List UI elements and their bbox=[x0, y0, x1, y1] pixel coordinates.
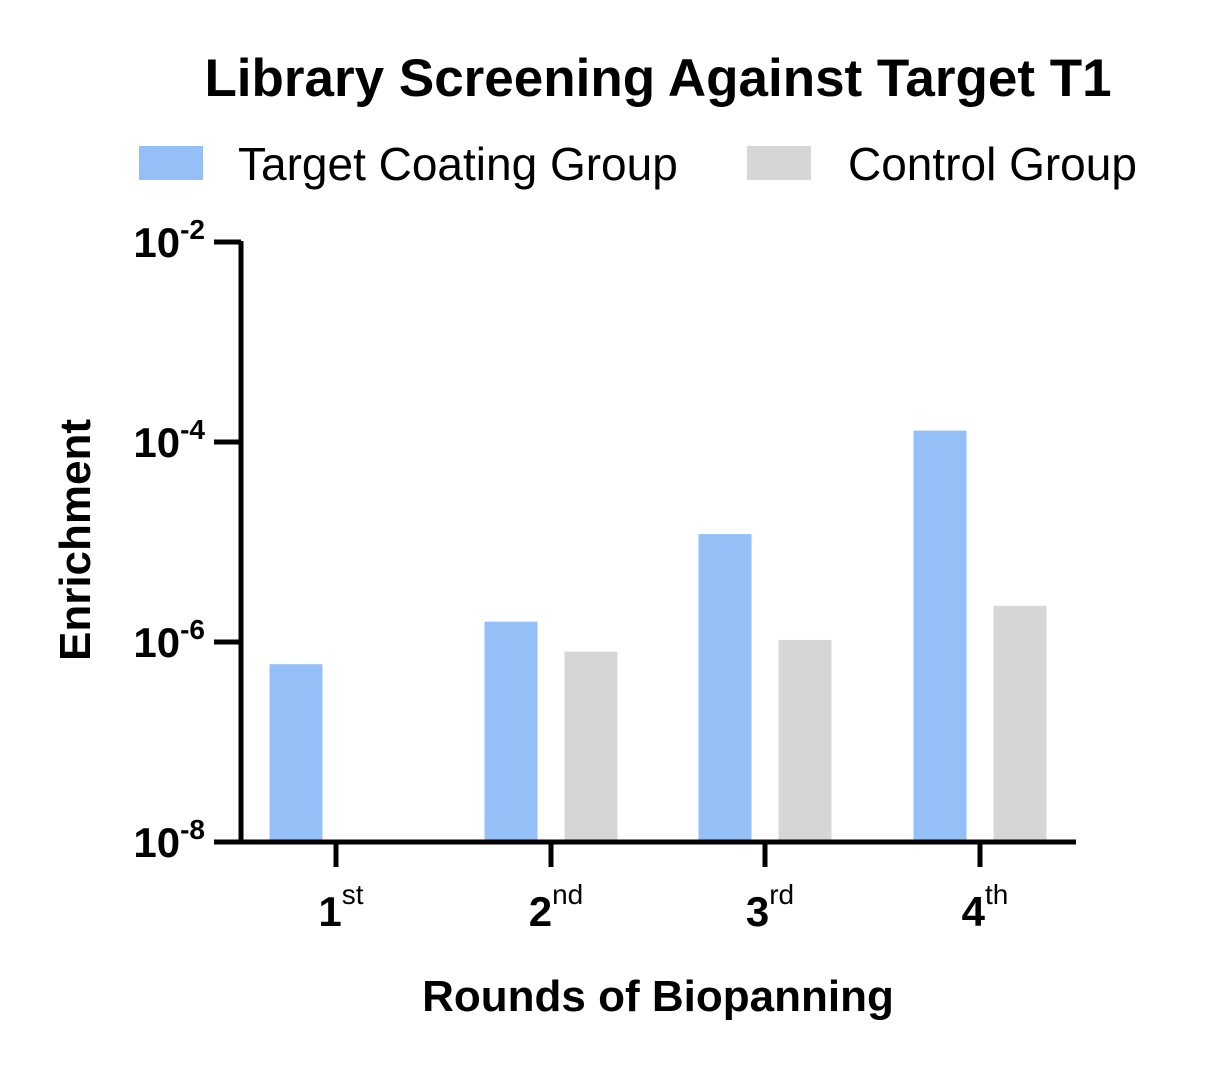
x-tick-base: 1 bbox=[318, 888, 341, 935]
y-tick-labels: 10-210-410-610-8 bbox=[133, 214, 205, 866]
x-tick-label: 3rd bbox=[746, 879, 794, 935]
y-tick-exponent: -6 bbox=[180, 614, 205, 645]
bar-target-coating-group-2 bbox=[484, 621, 538, 842]
legend-label-target-coating: Target Coating Group bbox=[238, 138, 678, 190]
bar-control-group-4 bbox=[993, 605, 1047, 842]
bar-control-group-3 bbox=[778, 639, 832, 842]
y-tick-exponent: -4 bbox=[180, 414, 205, 445]
x-tick-ordinal-suffix: nd bbox=[552, 879, 583, 910]
y-tick-base: 10 bbox=[133, 819, 180, 866]
y-tick-label: 10-4 bbox=[133, 414, 205, 466]
x-tick-label: 4th bbox=[962, 879, 1009, 935]
x-tick-ordinal-suffix: st bbox=[342, 879, 364, 910]
y-tick-exponent: -2 bbox=[180, 214, 205, 245]
y-tick-base: 10 bbox=[133, 219, 180, 266]
y-tick-label: 10-8 bbox=[133, 814, 205, 866]
x-tick-base: 4 bbox=[962, 888, 986, 935]
legend-swatch-control bbox=[747, 146, 811, 180]
x-axis-label: Rounds of Biopanning bbox=[422, 972, 894, 1021]
x-tick-ordinal-suffix: th bbox=[985, 879, 1008, 910]
bar-target-coating-group-3 bbox=[698, 534, 752, 842]
bars bbox=[269, 430, 1047, 842]
bar-target-coating-group-1 bbox=[269, 664, 323, 842]
y-tick-label: 10-2 bbox=[133, 214, 205, 266]
legend-label-control: Control Group bbox=[848, 138, 1137, 190]
x-tick-base: 2 bbox=[529, 888, 552, 935]
axes bbox=[214, 239, 1076, 867]
x-tick-labels: 1st 2nd 3rd 4th bbox=[318, 879, 1008, 935]
x-tick-label: 1st bbox=[318, 879, 363, 935]
y-tick-base: 10 bbox=[133, 419, 180, 466]
x-tick-label: 2nd bbox=[529, 879, 584, 935]
x-tick-base: 3 bbox=[746, 888, 769, 935]
y-tick-base: 10 bbox=[133, 619, 180, 666]
legend-swatch-target-coating bbox=[139, 146, 203, 180]
chart-title: Library Screening Against Target T1 bbox=[204, 49, 1111, 108]
bar-control-group-2 bbox=[564, 651, 618, 842]
y-tick-label: 10-6 bbox=[133, 614, 205, 666]
x-tick-ordinal-suffix: rd bbox=[769, 879, 794, 910]
bar-target-coating-group-4 bbox=[913, 430, 967, 842]
legend: Target Coating Group Control Group bbox=[139, 138, 1137, 190]
y-axis-label: Enrichment bbox=[51, 419, 100, 661]
y-tick-exponent: -8 bbox=[180, 814, 205, 845]
